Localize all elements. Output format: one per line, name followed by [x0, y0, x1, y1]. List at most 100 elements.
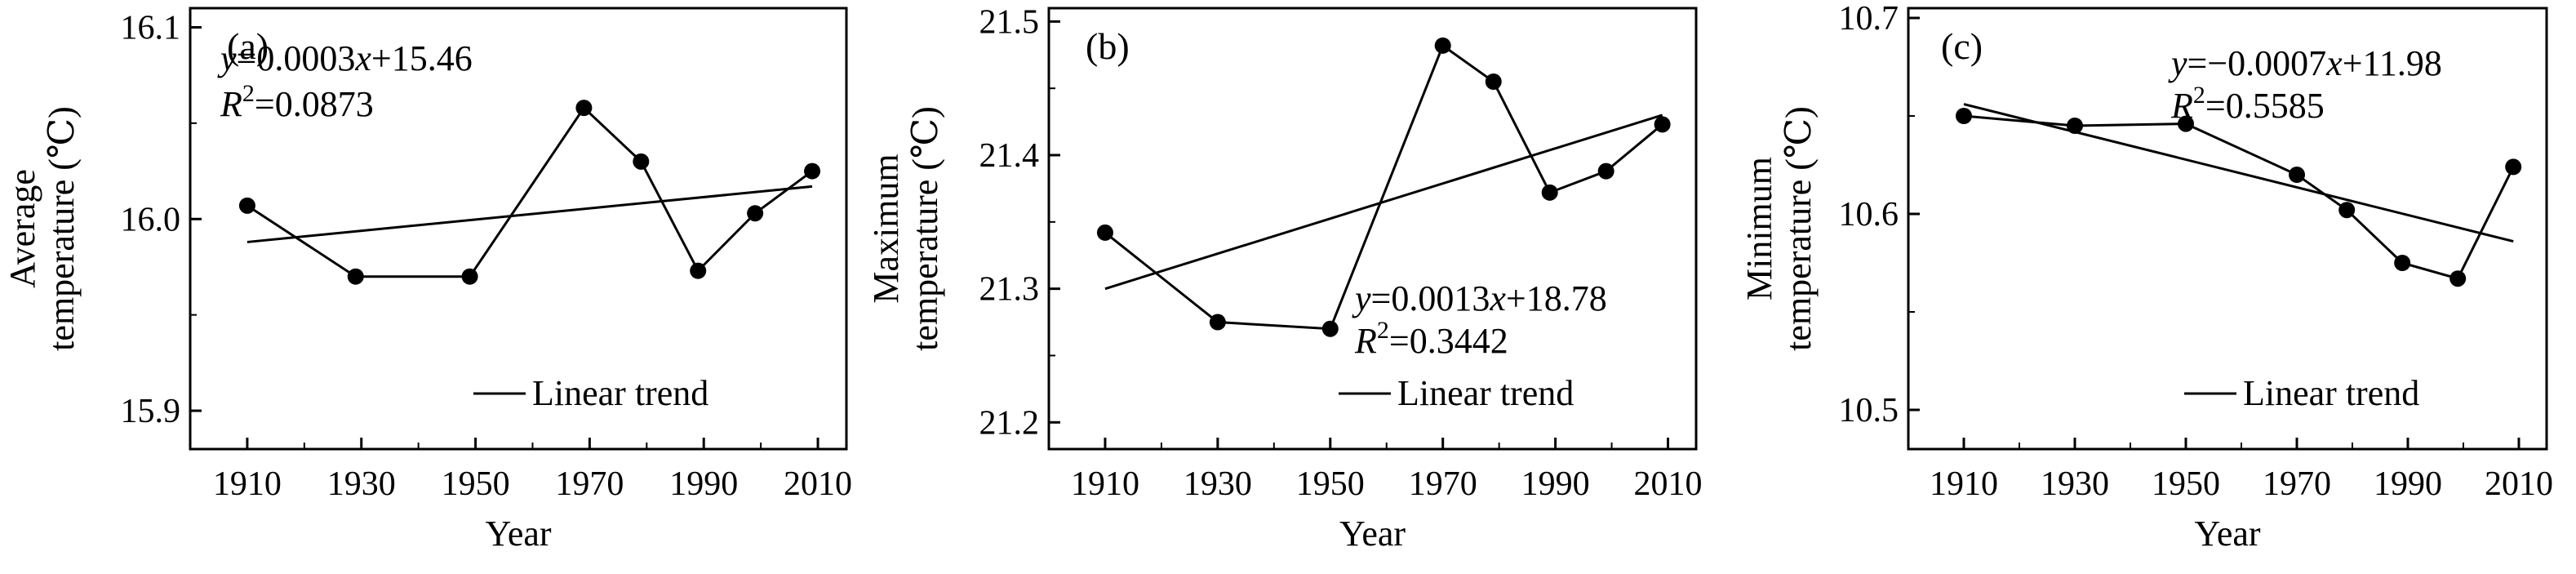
equation-term: +11.98 [2343, 43, 2442, 83]
chart-panel-3: 1910 1930 1950 1970 1990 2010 10.5 10.6 10.7 Year… [1739, 0, 2553, 554]
data-point [1209, 314, 1226, 331]
y-tick-label: 21.4 [979, 137, 1040, 175]
data-point [2449, 270, 2467, 287]
r-squared-exponent: 2 [2193, 82, 2205, 109]
data-point [2178, 115, 2194, 132]
x-axis-title: Year [1339, 514, 1406, 554]
x-tick-label: 1910 [1930, 465, 1998, 503]
data-point [1434, 37, 1451, 54]
data-point [1096, 224, 1113, 241]
x-tick-label: 1930 [2041, 465, 2109, 503]
y-tick-label: 10.6 [1839, 196, 1899, 234]
x-tick-label: 1930 [1184, 465, 1252, 503]
data-point [1654, 116, 1671, 133]
equation-variable: x [354, 38, 371, 78]
y-axis-title-line: Average [2, 169, 42, 288]
regression-equation: y=0.0013x+18.78 [1352, 278, 1607, 318]
plot-frame [189, 7, 848, 451]
x-tick-label: 2010 [784, 465, 852, 503]
trend-line [1104, 113, 1663, 291]
y-tick-label: 21.3 [979, 271, 1040, 309]
x-tick-label: 1950 [2152, 465, 2220, 503]
r-squared-symbol: R [220, 84, 242, 124]
x-tick-label: 1910 [1071, 465, 1139, 503]
equation-term: =0.0013 [1371, 278, 1490, 318]
plot-frame [1047, 7, 1698, 451]
x-tick-label: 2010 [2485, 465, 2553, 503]
y-axis-title-line: temperature (℃) [1779, 106, 1819, 351]
panel-label: (b) [1086, 25, 1130, 67]
equation-term: +18.78 [1506, 278, 1607, 318]
r-squared-value: =0.5585 [2205, 86, 2325, 126]
y-tick-label: 16.0 [121, 201, 181, 238]
y-tick-label: 21.5 [979, 3, 1040, 41]
legend-label: Linear trend [1397, 373, 1574, 413]
data-point [238, 197, 255, 214]
data-point [2289, 167, 2305, 183]
x-tick-label: 1990 [2374, 465, 2442, 503]
r-squared-value: =0.3442 [1389, 321, 1508, 361]
data-point [747, 205, 764, 222]
x-tick-label: 1930 [327, 465, 396, 503]
equation-term: =0.0003 [237, 38, 356, 78]
legend: Linear trend [1339, 373, 1574, 413]
data-point [1321, 320, 1339, 337]
y-tick-label: 15.9 [121, 393, 181, 430]
data-point [1597, 162, 1614, 180]
r-squared-exponent: 2 [242, 80, 255, 107]
plot-frame [1907, 7, 2548, 451]
r-squared: R2=0.0873 [220, 80, 374, 124]
x-axis-title: Year [2194, 514, 2260, 554]
x-axis-title: Year [485, 514, 551, 554]
x-tick-label: 1990 [669, 465, 738, 503]
equation-variable: y [217, 38, 237, 78]
equation-variable: x [2325, 43, 2343, 83]
series-line [1104, 43, 1663, 331]
x-tick-label: 2010 [1634, 465, 1703, 503]
r-squared: R2=0.3442 [1354, 317, 1508, 361]
data-point [2067, 118, 2083, 134]
data-point [1485, 73, 1502, 90]
r-squared-value: =0.0873 [255, 84, 374, 124]
panel-label: (a) [227, 25, 269, 67]
equation-term: +15.46 [371, 38, 473, 78]
panel-label: (c) [1941, 25, 1983, 67]
x-tick-label: 1910 [213, 465, 282, 503]
x-tick-label: 1970 [555, 465, 624, 503]
x-tick-label: 1950 [1296, 465, 1365, 503]
data-point [2394, 255, 2411, 271]
x-tick-label: 1950 [442, 465, 510, 503]
r-squared-symbol: R [2170, 86, 2193, 126]
data-point [2505, 158, 2522, 176]
trend-line [246, 185, 813, 243]
chart-panel-2: 1910 1930 1950 1970 1990 2010 21.2 21.3 21.4 21.5… [866, 3, 1703, 554]
data-point [633, 153, 650, 170]
regression-equation: y=−0.0007x+11.98 [2168, 43, 2442, 83]
chart-panel-1: 1910 1930 1950 1970 1990 2010 15.9 16.0 16.1 Year… [2, 7, 852, 554]
y-axis-title-line: temperature (℃) [42, 106, 82, 351]
data-point [1956, 108, 1972, 124]
series-line [246, 105, 813, 278]
y-tick-label: 10.5 [1839, 392, 1899, 429]
equation-term: =−0.0007 [2187, 43, 2327, 83]
y-tick-label: 10.7 [1839, 0, 1899, 38]
legend-label: Linear trend [2243, 373, 2419, 413]
y-axis-title-line: temperature (℃) [905, 106, 945, 351]
data-point [1541, 184, 1558, 201]
legend: Linear trend [473, 373, 708, 413]
legend-label: Linear trend [532, 373, 708, 413]
data-point [461, 268, 478, 285]
y-axis-title-line: Minimum [1739, 157, 1779, 300]
data-point [575, 100, 593, 117]
trend-line [1963, 103, 2514, 243]
legend: Linear trend [2184, 373, 2419, 413]
r-squared: R2=0.5585 [2170, 82, 2325, 126]
r-squared-exponent: 2 [1377, 317, 1389, 344]
equation-variable: x [1489, 278, 1506, 318]
x-tick-label: 1970 [2263, 465, 2331, 503]
y-tick-label: 16.1 [121, 9, 181, 47]
y-axis-title-line: Maximum [866, 154, 906, 303]
series-line [1963, 114, 2515, 280]
regression-equation: y=0.0003x+15.46 [217, 38, 473, 78]
